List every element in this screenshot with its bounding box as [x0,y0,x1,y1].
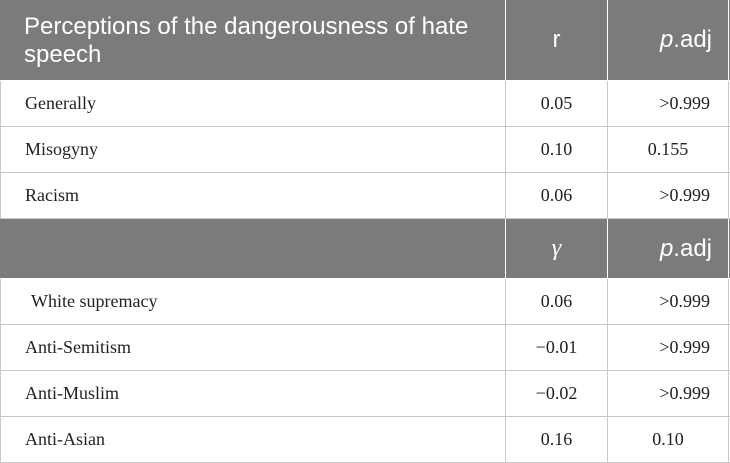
table-header-row: Perceptions of the dangerousness of hate… [0,0,730,81]
row-label: Anti-Muslim [0,371,506,416]
table-row: Anti-Asian 0.16 0.10 [0,417,730,463]
header-padj: p.adj [659,26,712,53]
row-label: Racism [0,173,506,218]
row-label: White supremacy [0,279,506,324]
subheader-gamma: γ [551,235,562,261]
table-row: Anti-Semitism −0.01 >0.999 [0,325,730,371]
table-row: Generally 0.05 >0.999 [0,81,730,127]
header-r: r [552,26,561,53]
subheader-padj: p.adj [659,234,712,262]
row-gamma-value: 0.16 [506,417,608,462]
table-row: White supremacy 0.06 >0.999 [0,279,730,325]
row-gamma-value: −0.02 [506,371,608,416]
row-gamma-value: −0.01 [506,325,608,370]
row-label: Misogyny [0,127,506,172]
header-title: Perceptions of the dangerousness of hate… [24,13,469,68]
header-padj-cell: p.adj [608,0,729,80]
table-row: Misogyny 0.10 0.155 [0,127,730,173]
table-row: Anti-Muslim −0.02 >0.999 [0,371,730,417]
subheader-padj-cell: p.adj [608,219,729,278]
row-r-value: 0.10 [506,127,608,172]
table-row: Racism 0.06 >0.999 [0,173,730,219]
row-p-value: >0.999 [608,81,729,126]
row-label: Anti-Asian [0,417,506,462]
row-label: Anti-Semitism [0,325,506,370]
row-r-value: 0.06 [506,173,608,218]
header-title-cell: Perceptions of the dangerousness of hate… [0,0,506,80]
subheader-gamma-cell: γ [506,219,608,278]
row-p-value: 0.155 [608,127,729,172]
row-p-value: >0.999 [608,325,729,370]
header-r-cell: r [506,0,608,80]
row-gamma-value: 0.06 [506,279,608,324]
row-p-value: >0.999 [608,279,729,324]
row-p-value: 0.10 [608,417,729,462]
table-subheader-row: γ p.adj [0,219,730,279]
row-label: Generally [0,81,506,126]
row-p-value: >0.999 [608,371,729,416]
row-r-value: 0.05 [506,81,608,126]
subheader-blank-cell [0,219,506,278]
row-p-value: >0.999 [608,173,729,218]
